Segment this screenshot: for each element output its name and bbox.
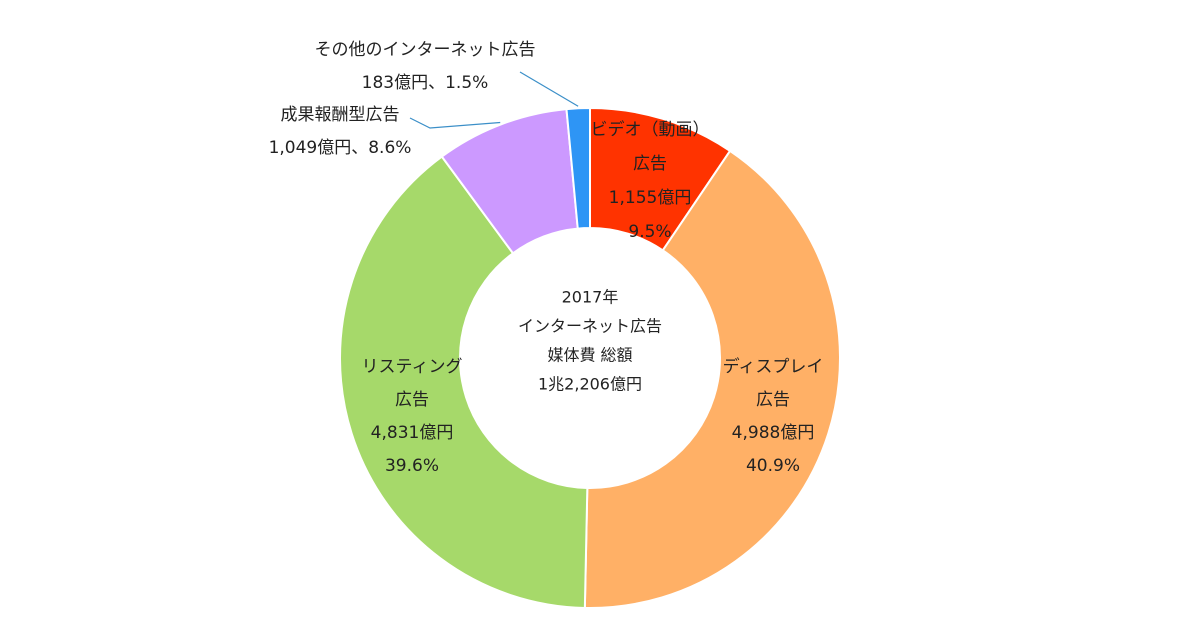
label-performance-line-2: 1,049億円、8.6% — [269, 138, 412, 158]
donut-segment-display — [583, 149, 841, 609]
label-other-line-1: その他のインターネット広告 — [315, 40, 536, 60]
center-text-line-2: インターネット広告 — [518, 317, 662, 336]
label-video-line-4: 9.5% — [628, 222, 671, 242]
donut-segment-other — [565, 106, 591, 230]
label-display-line-1: ディスプレイ — [723, 356, 824, 377]
label-video-line-3: 1,155億円 — [609, 188, 692, 208]
center-text-line-3: 媒体費 総額 — [547, 346, 632, 365]
label-listing-line-2: 広告 — [395, 390, 429, 410]
label-performance-line-1: 成果報酬型広告 — [281, 105, 400, 125]
label-display-line-3: 4,988億円 — [732, 423, 815, 443]
center-text-line-4: 1兆2,206億円 — [538, 375, 642, 394]
leader-line-performance — [409, 117, 501, 129]
center-text-line-1: 2017年 — [562, 288, 619, 307]
label-listing-line-4: 39.6% — [385, 456, 439, 476]
label-display-line-2: 広告 — [756, 390, 790, 410]
label-display-line-4: 40.9% — [746, 456, 800, 476]
label-other-line-2: 183億円、1.5% — [362, 73, 489, 93]
label-video-line-1: ビデオ（動画） — [591, 119, 710, 140]
leader-line-other — [519, 71, 579, 107]
label-listing-line-1: リスティング — [362, 357, 463, 377]
segment-labels: ビデオ（動画）広告1,155億円9.5%ディスプレイ広告4,988億円40.9%… — [269, 40, 824, 476]
label-listing-line-3: 4,831億円 — [371, 423, 454, 443]
donut-segments — [339, 106, 841, 609]
donut-segment-listing — [339, 155, 589, 609]
label-video-line-2: 広告 — [633, 154, 667, 174]
leader-lines — [409, 71, 579, 129]
